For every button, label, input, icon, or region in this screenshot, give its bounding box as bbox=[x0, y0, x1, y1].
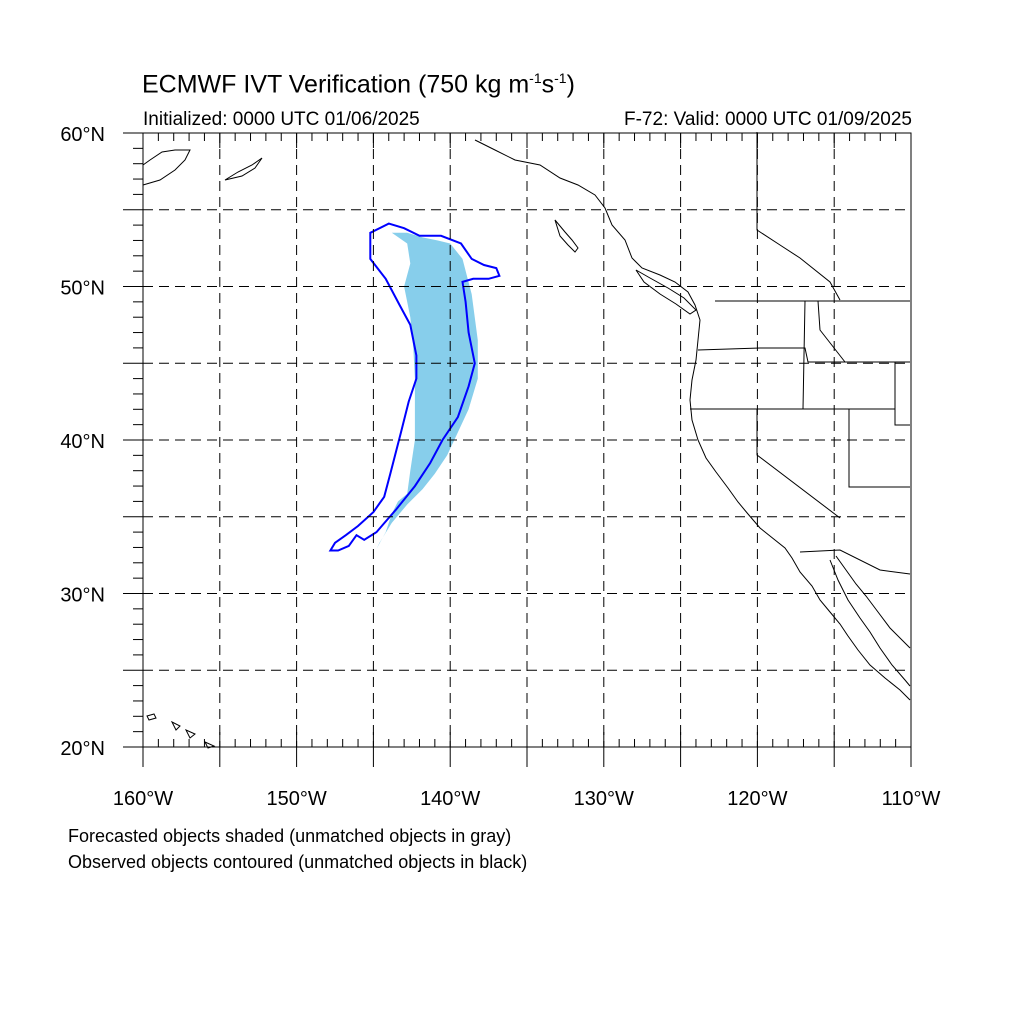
lat-label: 50°N bbox=[60, 278, 105, 300]
lat-label: 40°N bbox=[60, 431, 105, 453]
legend-forecast-note: Forecasted objects shaded (unmatched obj… bbox=[68, 826, 512, 846]
coastline-vancouver-island bbox=[635, 269, 697, 315]
title-mid: s bbox=[541, 70, 555, 99]
coastline-alaska-mainland bbox=[142, 149, 191, 186]
lon-label: 150°W bbox=[266, 788, 326, 810]
coastline-gulf-of-california bbox=[835, 555, 911, 649]
title-end: ) bbox=[566, 70, 575, 99]
lat-label: 20°N bbox=[60, 738, 105, 760]
forecast-object-shaded bbox=[376, 232, 478, 550]
lon-label: 120°W bbox=[727, 788, 787, 810]
coastline-layer bbox=[142, 132, 911, 749]
lat-label: 30°N bbox=[60, 585, 105, 607]
valid-label: F-72: Valid: 0000 UTC 01/09/2025 bbox=[624, 109, 912, 130]
lat-label: 60°N bbox=[60, 124, 105, 146]
coastline-kodiak bbox=[224, 157, 263, 181]
border-bc-alberta bbox=[756, 132, 841, 301]
axis-labels: 20°N 30°N 40°N 50°N 60°N 160°W 150°W 140°W 130°W… bbox=[60, 124, 940, 810]
axis-ticks bbox=[123, 132, 912, 767]
lon-label: 110°W bbox=[882, 788, 941, 810]
lon-label: 130°W bbox=[574, 788, 634, 810]
coastline-baja-california bbox=[829, 559, 911, 687]
border-nv-ut bbox=[848, 409, 910, 488]
lon-label: 160°W bbox=[113, 788, 173, 810]
initialized-label: Initialized: 0000 UTC 01/06/2025 bbox=[143, 109, 420, 130]
coastline-alaska-islands bbox=[554, 219, 579, 253]
title-sup2: -1 bbox=[554, 70, 567, 86]
observed-object-contour bbox=[328, 222, 501, 552]
graticule bbox=[143, 133, 911, 747]
border-us-mexico bbox=[799, 549, 911, 575]
title-main: ECMWF IVT Verification (750 kg m bbox=[142, 70, 530, 99]
lon-label: 140°W bbox=[420, 788, 480, 810]
border-ca-nv bbox=[756, 409, 841, 519]
coastline-hawaii bbox=[146, 713, 216, 749]
object-layer bbox=[328, 222, 501, 552]
border-mt bbox=[894, 362, 910, 426]
map-title: ECMWF IVT Verification (750 kg m-1s-1) bbox=[142, 70, 575, 99]
legend-observed-note: Observed objects contoured (unmatched ob… bbox=[68, 852, 528, 872]
border-or-wa bbox=[697, 347, 910, 363]
border-id bbox=[802, 300, 846, 410]
coastline-north-america bbox=[474, 139, 911, 701]
title-sup1: -1 bbox=[529, 70, 542, 86]
map-frame bbox=[142, 132, 912, 748]
